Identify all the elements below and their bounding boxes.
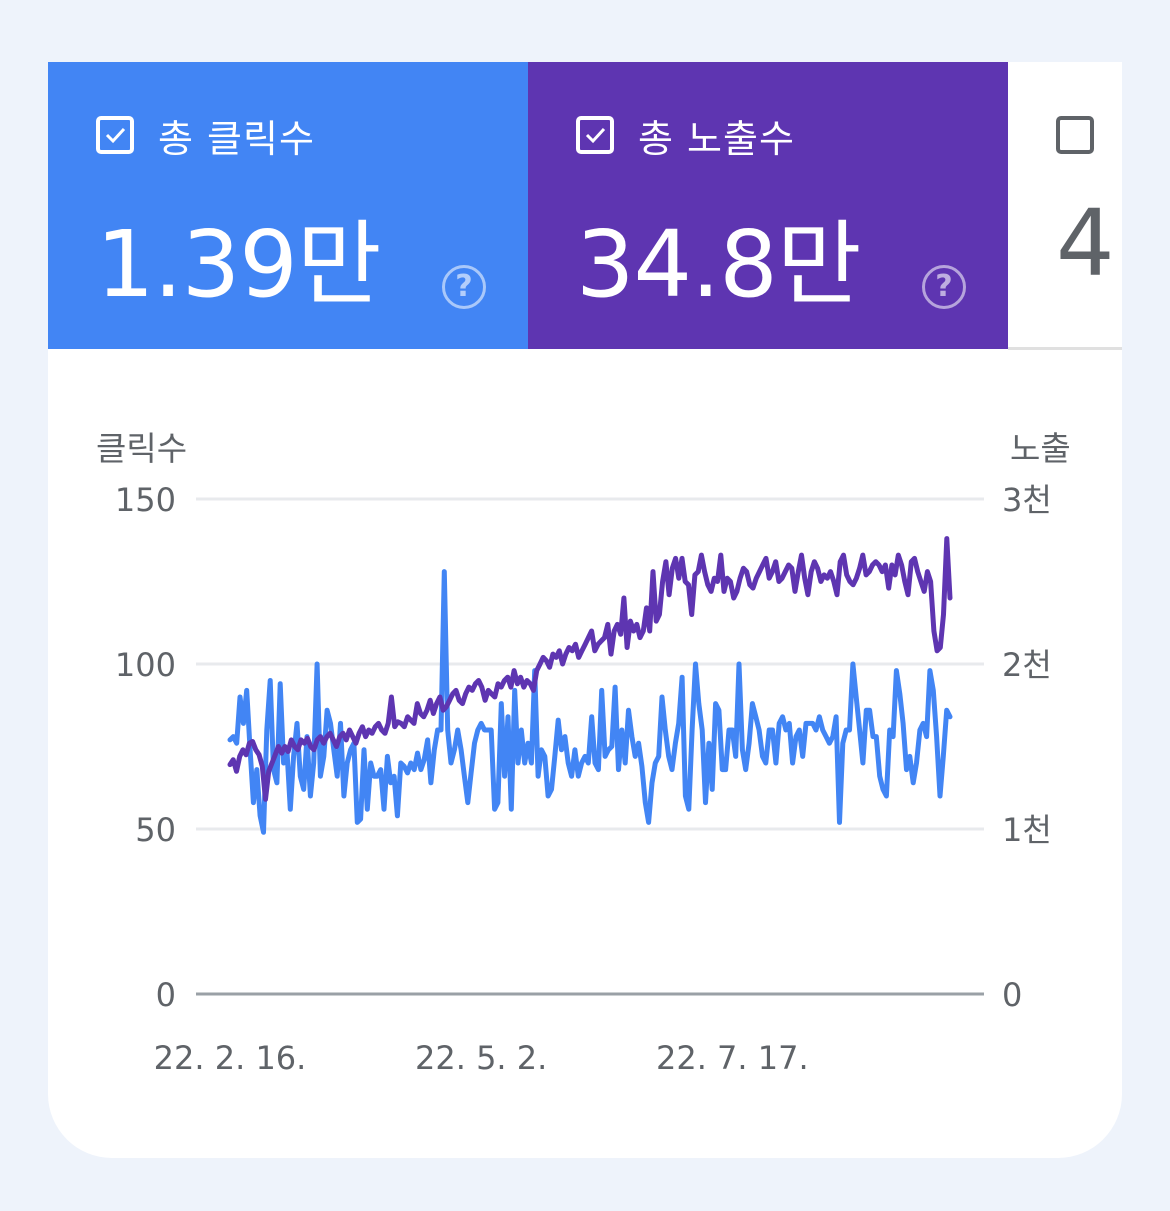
left-axis-title: 클릭수 [96, 429, 188, 468]
y-left-tick-label: 50 [135, 811, 176, 849]
y-right-tick-label: 0 [1002, 976, 1022, 1014]
check-icon [585, 127, 606, 144]
total-impressions-tile[interactable]: 총 노출수 34.8만 ? [528, 62, 1008, 349]
third-metric-tile[interactable]: 4 [1008, 62, 1122, 349]
x-tick-label: 22. 5. 2. [415, 1039, 547, 1077]
y-right-tick-label: 1천 [1002, 811, 1052, 849]
performance-chart: 150 3천 100 2천 50 1천 0 0 22. 2. 16. 22. 5. 2. 22. 7… [115, 481, 1052, 1077]
y-left-tick-label: 0 [156, 976, 176, 1014]
performance-card: 총 클릭수 1.39만 ? 총 노출수 34.8만 ? 4 클릭수 노출 150… [48, 62, 1122, 1158]
total-impressions-label: 총 노출수 [638, 117, 795, 161]
clicks-series-line [227, 569, 953, 835]
third-metric-checkbox[interactable] [1056, 116, 1094, 154]
total-impressions-checkbox[interactable] [576, 116, 614, 154]
help-icon[interactable]: ? [922, 265, 966, 309]
x-tick-label: 22. 2. 16. [154, 1039, 307, 1077]
right-axis-title: 노출 [1010, 429, 1071, 468]
y-right-tick-label: 3천 [1002, 481, 1052, 519]
help-icon[interactable]: ? [442, 265, 486, 309]
total-clicks-tile[interactable]: 총 클릭수 1.39만 ? [48, 62, 528, 349]
tile-divider [1008, 347, 1122, 350]
impressions-series-line [227, 536, 953, 802]
total-clicks-value: 1.39만 [96, 211, 381, 318]
total-impressions-value: 34.8만 [576, 211, 861, 318]
total-clicks-checkbox[interactable] [96, 116, 134, 154]
total-clicks-label: 총 클릭수 [158, 117, 315, 161]
check-icon [105, 127, 126, 144]
third-metric-value: 4 [1056, 190, 1115, 297]
y-right-tick-label: 2천 [1002, 646, 1052, 684]
x-tick-label: 22. 7. 17. [656, 1039, 809, 1077]
y-left-tick-label: 150 [115, 481, 176, 519]
y-left-tick-label: 100 [115, 646, 176, 684]
